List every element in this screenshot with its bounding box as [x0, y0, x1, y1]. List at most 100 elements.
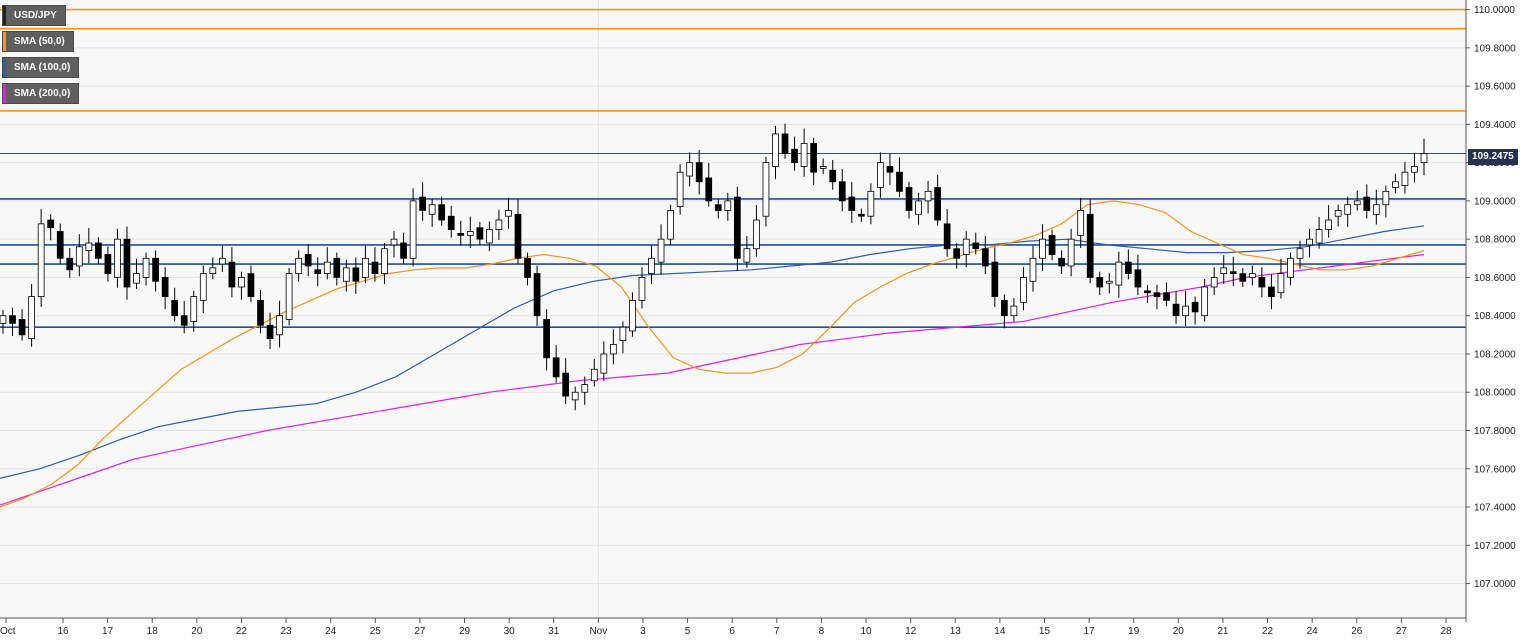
candle-down	[304, 244, 312, 277]
candle-body	[1086, 213, 1094, 278]
x-tick-label: 7	[774, 626, 780, 637]
candle-body	[1163, 292, 1170, 301]
candle-down	[695, 150, 703, 195]
candle-body	[981, 248, 989, 267]
candle-body	[304, 254, 312, 267]
x-tick-label: 21	[1217, 626, 1229, 637]
legend-item-sma100[interactable]: SMA (100,0)	[2, 57, 80, 78]
candle-down	[514, 199, 522, 265]
candle-up	[495, 209, 503, 240]
candle-up	[37, 208, 45, 307]
candle-down	[1258, 267, 1266, 298]
legend-item-sma50[interactable]: SMA (50,0)	[2, 31, 74, 52]
candle-body	[810, 143, 817, 173]
legend-swatch	[3, 32, 6, 51]
x-tick-label: 17	[1084, 626, 1096, 637]
candle-body	[0, 315, 7, 324]
candle-down	[171, 287, 179, 322]
candle-up	[581, 376, 589, 405]
candle-body	[867, 190, 875, 217]
candle-down	[180, 300, 188, 334]
candle-up	[209, 257, 217, 280]
candle-body	[838, 181, 846, 202]
y-tick-label: 109.4000	[1474, 120, 1516, 131]
candle-down	[972, 232, 980, 255]
candle-up	[743, 236, 751, 268]
candle-body	[66, 257, 74, 271]
candle-body	[104, 254, 112, 275]
legend-label: SMA (100,0)	[14, 62, 71, 73]
candle-up	[1077, 197, 1085, 248]
candle-body	[1334, 210, 1342, 217]
candle-body	[1372, 204, 1380, 215]
candle-up	[1382, 185, 1390, 218]
candle-body	[1210, 277, 1218, 288]
sma100-line	[0, 225, 1425, 479]
candle-down	[981, 236, 989, 274]
candle-up	[667, 204, 674, 245]
candle-body	[667, 210, 674, 240]
candle-up	[1277, 258, 1285, 299]
candle-body	[1287, 257, 1294, 278]
candle-up	[409, 188, 417, 267]
x-tick-label: 27	[1396, 626, 1408, 637]
x-tick-label: 25	[370, 626, 382, 637]
candle-body	[199, 273, 207, 301]
legend-label: SMA (200,0)	[14, 88, 71, 99]
candle-up	[1210, 267, 1218, 296]
candle-body	[781, 133, 789, 154]
candle-body	[1220, 267, 1228, 275]
candle-down	[1172, 291, 1180, 324]
candle-body	[152, 257, 159, 282]
legend-item-usdjpy[interactable]: USD/JPY	[2, 5, 66, 26]
candle-up	[238, 271, 245, 300]
candle-body	[56, 231, 64, 259]
x-tick-label: 19	[1128, 626, 1140, 637]
candle-up	[390, 231, 398, 258]
candle-down	[1363, 184, 1371, 219]
candle-body	[1048, 234, 1056, 255]
candle-body	[753, 219, 760, 250]
candle-down	[1134, 254, 1142, 296]
candle-body	[953, 248, 961, 259]
candle-up	[1105, 273, 1113, 294]
candle-body	[228, 261, 236, 288]
candle-down	[1086, 199, 1094, 284]
candle-body	[390, 238, 398, 246]
candle-down	[314, 257, 322, 287]
x-tick-label: 31	[548, 626, 560, 637]
candle-body	[600, 353, 608, 374]
x-tick-label: 13	[950, 626, 962, 637]
candle-body	[419, 196, 426, 211]
candle-body	[18, 319, 26, 336]
legend: USD/JPY SMA (50,0) SMA (100,0) SMA (200,…	[2, 5, 80, 109]
candle-body	[285, 273, 293, 320]
candle-down	[991, 247, 999, 307]
candle-down	[352, 257, 360, 294]
candle-body	[1411, 166, 1418, 173]
candle-body	[1077, 210, 1085, 236]
candle-body	[562, 372, 570, 397]
candle-up	[1344, 196, 1352, 227]
legend-item-sma200[interactable]: SMA (200,0)	[2, 83, 80, 104]
candle-up	[362, 245, 369, 284]
candle-down	[47, 214, 55, 241]
candle-body	[1382, 190, 1390, 206]
candle-body	[1029, 257, 1037, 282]
candle-down	[266, 312, 274, 349]
candle-up	[114, 228, 121, 288]
candle-down	[104, 246, 112, 282]
candle-down	[56, 223, 64, 265]
candle-up	[1220, 255, 1228, 284]
candle-body	[276, 315, 283, 336]
candle-up	[486, 221, 493, 252]
x-tick-label: 10	[860, 626, 872, 637]
x-tick-label: 23	[281, 626, 293, 637]
candle-up	[1306, 228, 1313, 258]
candle-body	[314, 269, 322, 275]
candle-up	[638, 267, 646, 309]
candle-body	[1039, 238, 1046, 259]
x-tick-label: 29	[459, 626, 471, 637]
candle-up	[867, 183, 875, 225]
candle-up	[657, 224, 665, 275]
